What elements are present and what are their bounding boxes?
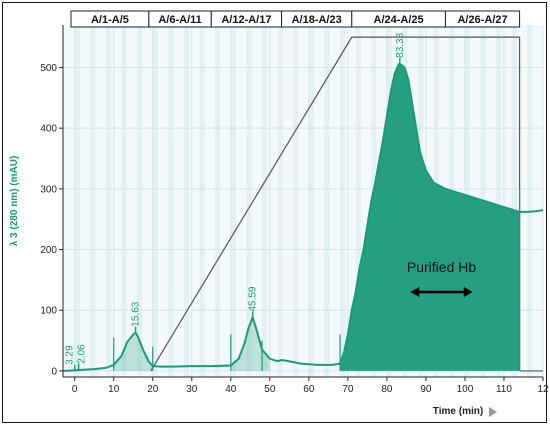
peak-label: 15.63 — [131, 301, 142, 326]
x-tick-label: 70 — [342, 384, 354, 395]
fraction-band — [121, 25, 127, 377]
fraction-markers — [113, 188, 521, 371]
axes: 0 100 200 300 400 500 0 10 20 30 40 50 60 70 80 90 100 11… — [40, 25, 548, 395]
fraction-band — [527, 25, 533, 377]
chromatogram-chart: 0 100 200 300 400 500 0 10 20 30 40 50 60 70 80 90 100 11… — [9, 10, 548, 417]
fraction-label: A/18-A/23 — [292, 14, 342, 26]
annotation: Purified Hb — [407, 259, 476, 298]
arrow-left-icon — [410, 287, 420, 298]
fraction-cell — [444, 10, 521, 28]
trace-path — [62, 62, 544, 372]
fraction-band — [90, 25, 96, 377]
fraction-band — [215, 25, 221, 377]
y-tick-label: 0 — [51, 366, 57, 377]
peak-label: 3.29 — [65, 345, 76, 365]
y-tick-label: 400 — [40, 124, 57, 135]
peak-fill-main — [340, 63, 520, 371]
peak-fill-45 — [230, 317, 270, 371]
arrow-right-icon — [463, 287, 473, 298]
fraction-band — [246, 25, 252, 377]
peak-label: 45.59 — [248, 286, 259, 311]
fraction-band — [230, 25, 236, 377]
fraction-band — [262, 25, 268, 377]
x-tick-label: 12 — [537, 384, 548, 395]
fraction-band — [183, 25, 190, 377]
fraction-label: A/26-A/27 — [457, 14, 507, 26]
fraction-band — [496, 25, 502, 377]
fraction-band — [340, 25, 346, 377]
fraction-band — [308, 25, 314, 377]
annotation-text: Purified Hb — [407, 259, 476, 275]
x-tick-label: 100 — [457, 384, 474, 395]
peak-label: 83.33 — [395, 32, 406, 57]
peak-label: 2.06 — [77, 344, 88, 364]
fraction-band — [355, 25, 361, 377]
x-tick-label: 40 — [225, 384, 237, 395]
y-tick-label: 100 — [40, 306, 57, 317]
gradient-path — [150, 36, 520, 372]
y-tick-label: 300 — [40, 184, 57, 195]
y-tick-label: 200 — [40, 245, 57, 256]
x-tick-label: 30 — [186, 384, 198, 395]
peak-fills — [113, 63, 520, 371]
fraction-band — [137, 25, 143, 377]
x-tick-label: 90 — [420, 384, 432, 395]
fraction-label: A/1-A/5 — [91, 14, 129, 26]
peak-labels: 3.29 2.06 15.63 45.59 83.33 — [65, 32, 406, 371]
fraction-band — [511, 25, 517, 377]
x-tick-label: 50 — [264, 384, 276, 395]
fraction-header: A/1-A/5 A/6-A/11 A/12-A/17 A/18-A/23 A/24-A/… — [70, 10, 521, 28]
fraction-band — [152, 25, 158, 377]
x-tick-label: 0 — [72, 384, 78, 395]
fraction-band — [168, 25, 174, 377]
x-tick-label: 110 — [496, 384, 512, 395]
y-axis-label: λ 3 (280 nm) (mAU) — [9, 156, 20, 247]
fraction-band — [277, 25, 283, 377]
y-tick-label: 500 — [40, 63, 57, 74]
chart-frame: 0 100 200 300 400 500 0 10 20 30 40 50 60 70 80 90 100 11… — [2, 2, 548, 423]
fraction-label: A/6-A/11 — [158, 14, 201, 26]
fraction-band — [105, 25, 111, 377]
uv-trace — [62, 62, 544, 372]
fraction-band — [324, 25, 330, 377]
fraction-band — [74, 25, 80, 377]
x-tick-label: 10 — [108, 384, 120, 395]
x-tick-label: 80 — [381, 384, 393, 395]
x-tick-label: 20 — [147, 384, 159, 395]
x-axis-label: Time (min) — [433, 406, 483, 417]
fraction-band — [199, 25, 205, 377]
fraction-label: A/12-A/17 — [221, 14, 271, 26]
fraction-label: A/24-A/25 — [374, 14, 424, 26]
x-axis-arrow-icon — [489, 407, 497, 417]
x-tick-label: 60 — [303, 384, 315, 395]
peak-fill-15 — [113, 332, 153, 371]
fraction-band — [293, 25, 299, 377]
